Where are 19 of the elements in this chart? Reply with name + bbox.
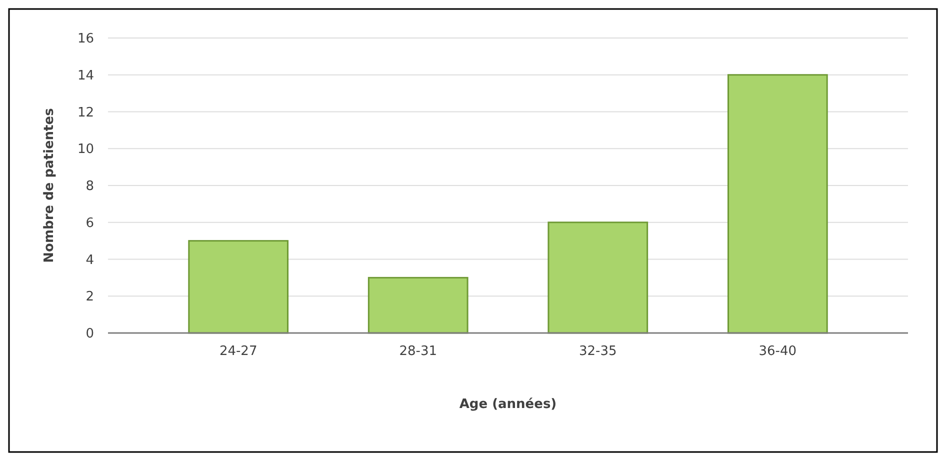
y-tick-label: 14 <box>77 68 94 84</box>
y-tick-label: 4 <box>86 252 94 268</box>
x-tick-label: 32-35 <box>578 344 617 359</box>
y-tick-label: 6 <box>86 216 94 231</box>
y-tick-label: 0 <box>86 326 94 342</box>
bar <box>727 74 828 334</box>
bar <box>188 240 289 334</box>
y-tick-label: 2 <box>86 290 94 305</box>
x-tick-label: 28-31 <box>399 344 438 359</box>
x-axis-title: Age (années) <box>459 397 557 412</box>
y-tick-label: 10 <box>77 142 94 158</box>
bar <box>548 222 648 334</box>
x-tick-label: 24-27 <box>219 344 258 359</box>
y-tick-label: 16 <box>77 32 94 47</box>
y-axis-title: Nombre de patientes <box>42 108 57 263</box>
bar <box>368 276 468 334</box>
y-tick-label: 8 <box>86 179 94 194</box>
x-tick-label: 36-40 <box>758 344 797 359</box>
y-tick-label: 12 <box>77 105 94 120</box>
